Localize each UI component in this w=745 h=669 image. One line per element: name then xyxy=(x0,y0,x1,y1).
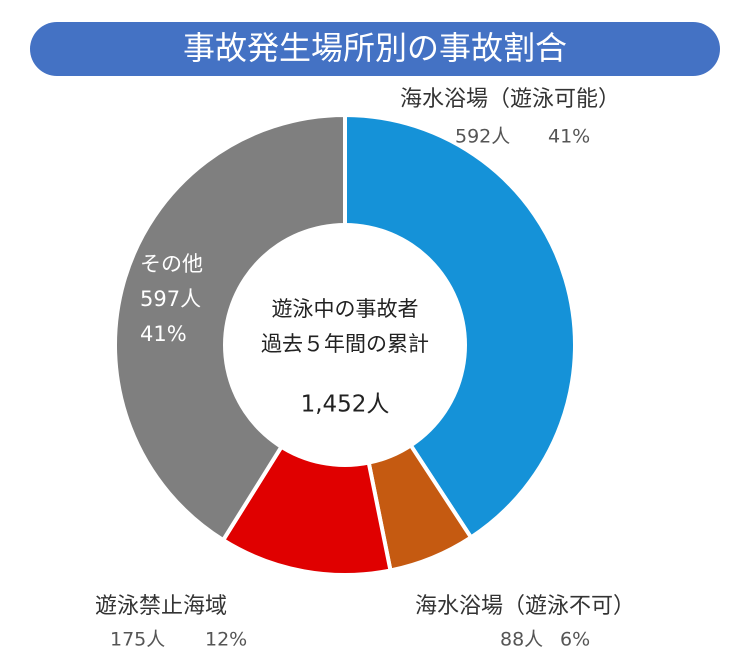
slice-label: 海水浴場（遊泳不可） xyxy=(415,594,635,619)
title-banner xyxy=(30,22,720,76)
value-label: 592人 xyxy=(455,126,510,148)
slice-label: 遊泳禁止海域 xyxy=(95,594,227,619)
slice-label: その他 xyxy=(140,252,203,276)
percent-label: 12% xyxy=(205,629,247,651)
center-text: 遊泳中の事故者 xyxy=(272,297,419,321)
center-text: 過去５年間の累計 xyxy=(261,332,429,356)
percent-label: 41% xyxy=(140,322,187,346)
slice-label: 海水浴場（遊泳可能） xyxy=(400,87,620,112)
total-label: 1,452人 xyxy=(301,392,390,418)
value-label: 88人 xyxy=(500,629,543,651)
donut xyxy=(113,112,577,577)
donut-hole xyxy=(223,223,467,467)
percent-label: 41% xyxy=(548,126,590,148)
percent-label: 6% xyxy=(560,629,590,651)
chart-title: 事故発生場所別の事故割合 xyxy=(183,29,567,67)
value-label: 175人 xyxy=(110,629,165,651)
value-label: 597人 xyxy=(140,287,201,311)
